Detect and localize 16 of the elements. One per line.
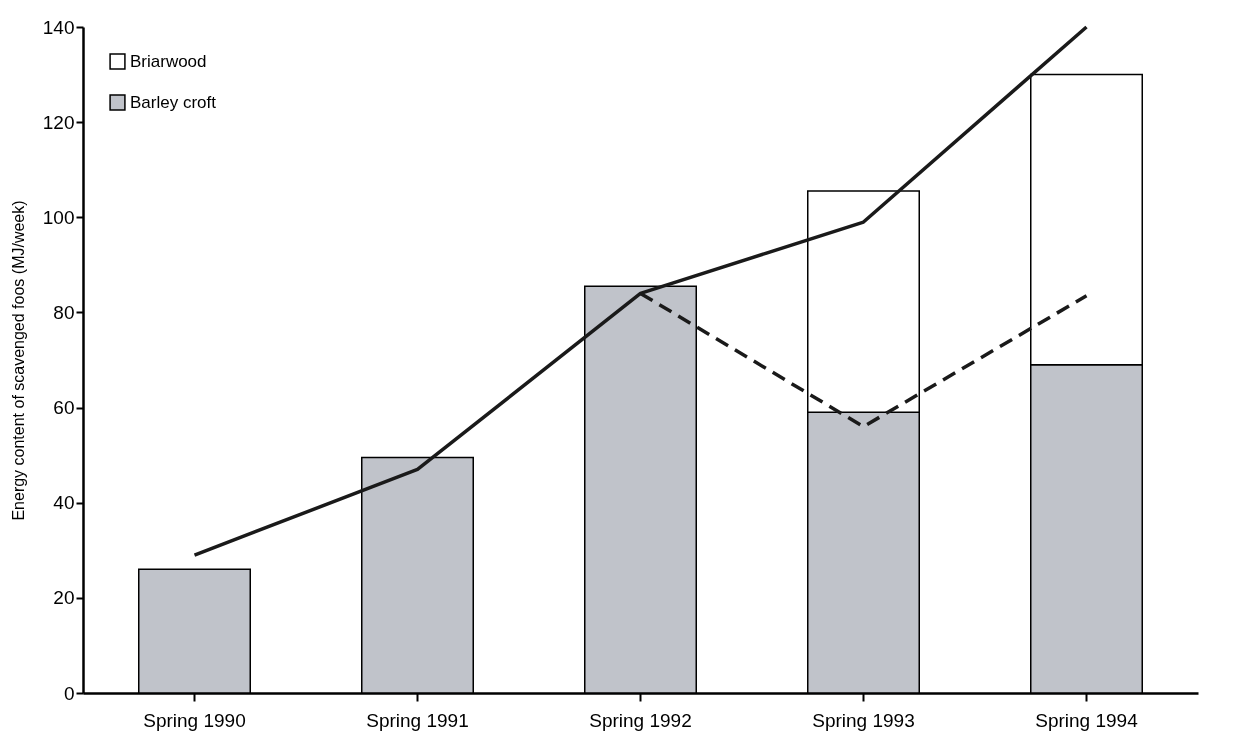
x-tick-label: Spring 1994	[1035, 709, 1139, 731]
x-tick-label: Spring 1993	[812, 709, 915, 731]
y-axis-title: Energy content of scavenged foos (MJ/week)	[9, 200, 27, 521]
x-tick-label: Spring 1991	[366, 709, 469, 731]
y-tick-label: 100	[42, 206, 75, 228]
y-tick-label: 140	[42, 16, 75, 38]
y-tick-label: 120	[42, 111, 75, 133]
y-tick-label: 40	[53, 492, 75, 514]
legend-label: Briarwood	[130, 51, 207, 71]
x-tick-label: Spring 1990	[143, 709, 246, 731]
y-tick-label: 0	[63, 682, 75, 704]
y-tick-label: 60	[53, 397, 75, 419]
y-tick-label: 80	[53, 301, 75, 323]
legend-label: Barley croft	[130, 92, 217, 112]
x-tick-label: Spring 1992	[589, 709, 692, 731]
y-tick-label: 20	[53, 587, 75, 609]
